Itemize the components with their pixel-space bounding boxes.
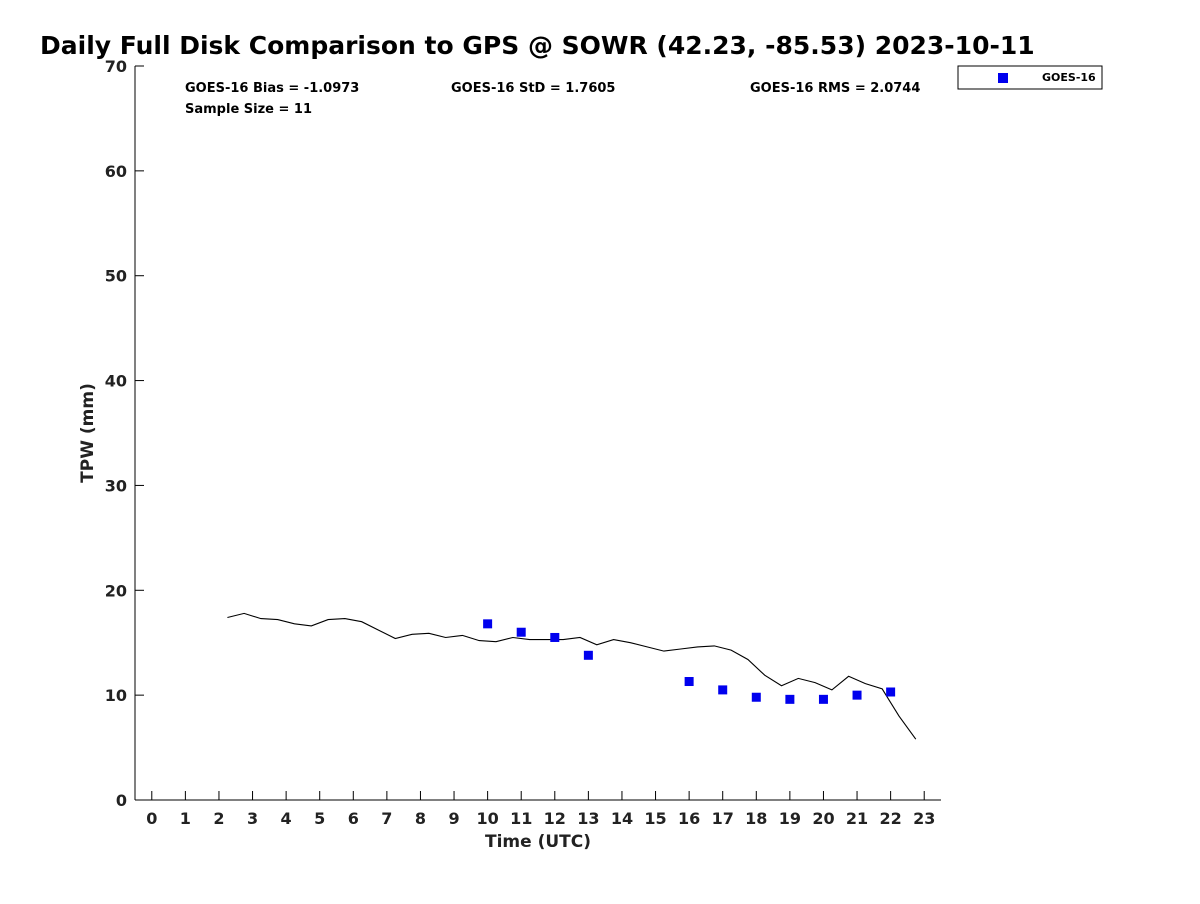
x-tick-label: 19 [779, 809, 801, 828]
legend-label-goes16: GOES-16 [1042, 71, 1096, 84]
x-tick-label: 10 [476, 809, 498, 828]
gps-tpw-line [227, 612, 917, 740]
x-tick-label: 15 [644, 809, 666, 828]
legend: GOES-16 [957, 65, 1103, 90]
x-tick-label: 6 [348, 809, 359, 828]
x-tick-label: 4 [281, 809, 292, 828]
goes16-point [516, 627, 526, 637]
y-tick-label: 70 [105, 57, 127, 76]
x-tick-label: 3 [247, 809, 258, 828]
x-tick-label: 8 [415, 809, 426, 828]
chart-title: Daily Full Disk Comparison to GPS @ SOWR… [40, 31, 1035, 60]
y-axis-label: TPW (mm) [78, 383, 98, 483]
y-tick-label: 20 [105, 581, 127, 600]
goes16-point [718, 685, 728, 695]
goes16-point [785, 694, 795, 704]
y-tick-label: 10 [105, 686, 127, 705]
x-tick-label: 18 [745, 809, 767, 828]
goes16-points-layer [483, 619, 896, 704]
x-tick-label: 21 [846, 809, 868, 828]
y-tick-label: 0 [116, 791, 127, 810]
goes16-point [852, 690, 862, 700]
goes16-point [684, 677, 694, 687]
legend-box [957, 65, 1103, 90]
y-tick-label: 40 [105, 372, 127, 391]
goes16-point [751, 692, 761, 702]
goes16-point [483, 619, 493, 629]
x-tick-label: 20 [812, 809, 834, 828]
stat-std: GOES-16 StD = 1.7605 [451, 81, 615, 96]
x-tick-label: 2 [213, 809, 224, 828]
x-tick-label: 0 [146, 809, 157, 828]
x-tick-label: 14 [611, 809, 633, 828]
x-tick-label: 16 [678, 809, 700, 828]
x-tick-label: 11 [510, 809, 532, 828]
y-tick-label: 30 [105, 476, 127, 495]
x-tick-label: 7 [381, 809, 392, 828]
x-tick-label: 5 [314, 809, 325, 828]
goes16-point [818, 694, 828, 704]
x-tick-label: 22 [879, 809, 901, 828]
x-tick-label: 13 [577, 809, 599, 828]
goes16-point [886, 687, 896, 697]
stat-rms: GOES-16 RMS = 2.0744 [750, 81, 920, 96]
x-tick-label: 12 [544, 809, 566, 828]
legend-marker-goes16 [998, 73, 1008, 83]
stat-bias: GOES-16 Bias = -1.0973 [185, 81, 359, 96]
x-axis-label: Time (UTC) [485, 832, 591, 852]
goes16-point [550, 632, 560, 642]
stat-sample-size: Sample Size = 11 [185, 102, 312, 117]
x-tick-label: 23 [913, 809, 935, 828]
x-tick-label: 17 [712, 809, 734, 828]
gps-line-layer [227, 612, 917, 740]
goes16-point [583, 650, 593, 660]
y-tick-label: 50 [105, 267, 127, 286]
y-tick-label: 60 [105, 162, 127, 181]
x-tick-label: 9 [448, 809, 459, 828]
x-tick-label: 1 [180, 809, 191, 828]
